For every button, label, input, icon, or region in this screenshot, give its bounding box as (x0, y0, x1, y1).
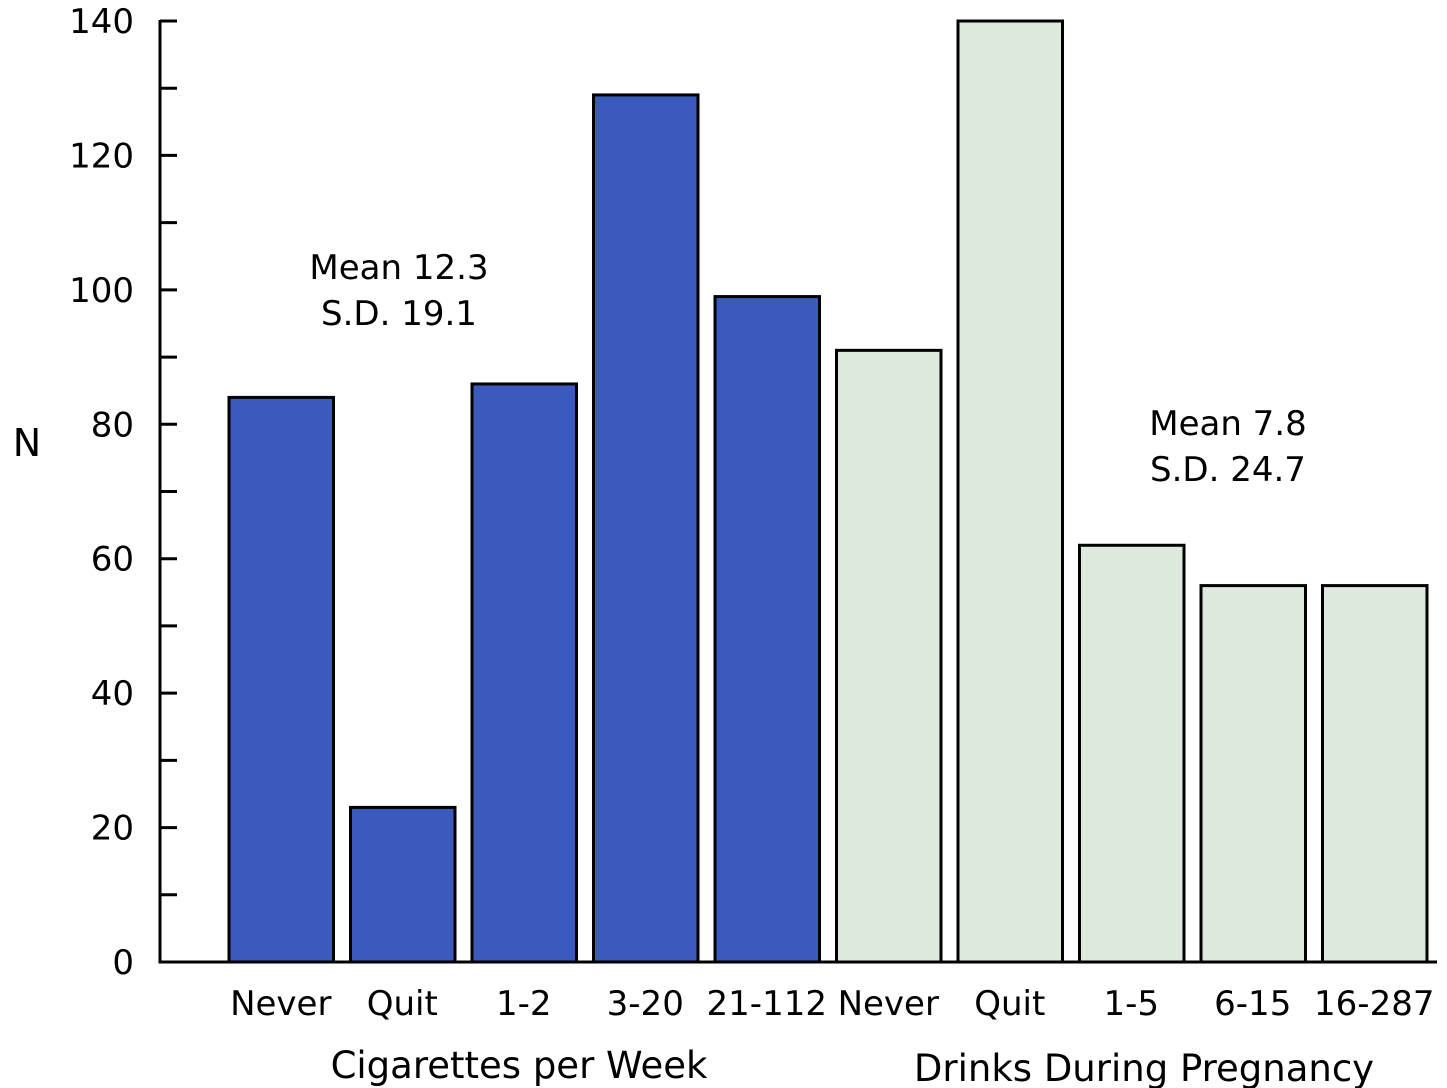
y-tick-label: 0 (112, 943, 134, 983)
bar (592, 93, 700, 964)
bar (227, 395, 335, 964)
y-tick-label: 20 (91, 809, 134, 849)
x-tick-label: Never (838, 984, 939, 1024)
bar (470, 382, 578, 964)
stats-annotation: S.D. 24.7 (1150, 450, 1306, 490)
bar (1199, 584, 1307, 964)
x-group-label: Cigarettes per Week (331, 1044, 708, 1087)
y-axis-label: N (13, 421, 41, 465)
bar (713, 295, 821, 964)
stats-annotation: S.D. 19.1 (321, 294, 477, 334)
bar (1078, 543, 1186, 964)
stats-annotation: Mean 7.8 (1149, 404, 1307, 444)
category-labels: Never Quit 1-2 3-20 21-112 Cigarettes per Wee… (230, 984, 1434, 1088)
y-tick-label: 80 (91, 405, 134, 445)
y-tick-label: 120 (69, 136, 134, 176)
y-tick-label: 60 (91, 540, 134, 580)
x-tick-label: 1-2 (496, 984, 552, 1024)
annotations: Mean 12.3 S.D. 19.1 Mean 7.8 S.D. 24.7 (309, 248, 1306, 490)
y-tick-label: 40 (91, 674, 134, 714)
bars-layer (227, 19, 1429, 964)
stats-annotation: Mean 12.3 (309, 248, 488, 288)
x-tick-label: 1-5 (1103, 984, 1159, 1024)
bar (349, 805, 457, 964)
x-tick-label: Quit (974, 984, 1045, 1024)
y-tick-label: 140 (69, 2, 134, 42)
bar (1321, 584, 1429, 964)
x-tick-label: Never (230, 984, 331, 1024)
x-tick-label: Quit (367, 984, 438, 1024)
x-tick-label: 16-287 (1314, 984, 1434, 1024)
y-ticks: 0 20 40 60 80 100 120 140 (69, 2, 177, 983)
x-tick-label: 6-15 (1214, 984, 1291, 1024)
x-tick-label: 21-112 (707, 984, 827, 1024)
x-tick-label: 3-20 (607, 984, 684, 1024)
x-group-label: Drinks During Pregnancy (914, 1047, 1374, 1088)
y-tick-label: 100 (69, 271, 134, 311)
bar (956, 19, 1064, 964)
bar (835, 348, 943, 964)
